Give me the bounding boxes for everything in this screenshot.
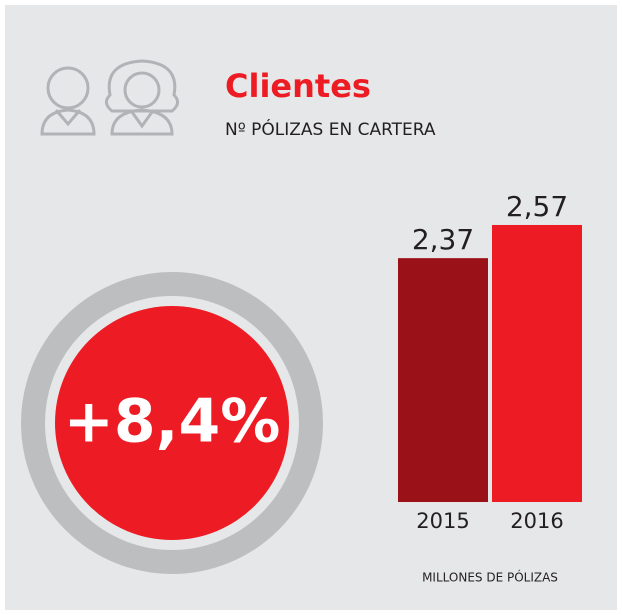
ring — [21, 272, 323, 574]
bar — [398, 258, 488, 502]
x-axis-label: MILLONES DE PÓLIZAS — [422, 570, 558, 585]
chart-subtitle: Nº PÓLIZAS EN CARTERA — [225, 118, 436, 140]
badge — [55, 306, 289, 540]
x-tick-label: 2016 — [510, 509, 563, 533]
value-label: 2,57 — [506, 190, 568, 223]
annotation: +8,4% — [64, 387, 281, 457]
people-icon — [40, 59, 179, 136]
bar — [492, 224, 582, 502]
chart-title: Clientes — [225, 67, 371, 105]
value-label: 2,37 — [412, 223, 474, 256]
x-tick-label: 2015 — [416, 509, 469, 533]
